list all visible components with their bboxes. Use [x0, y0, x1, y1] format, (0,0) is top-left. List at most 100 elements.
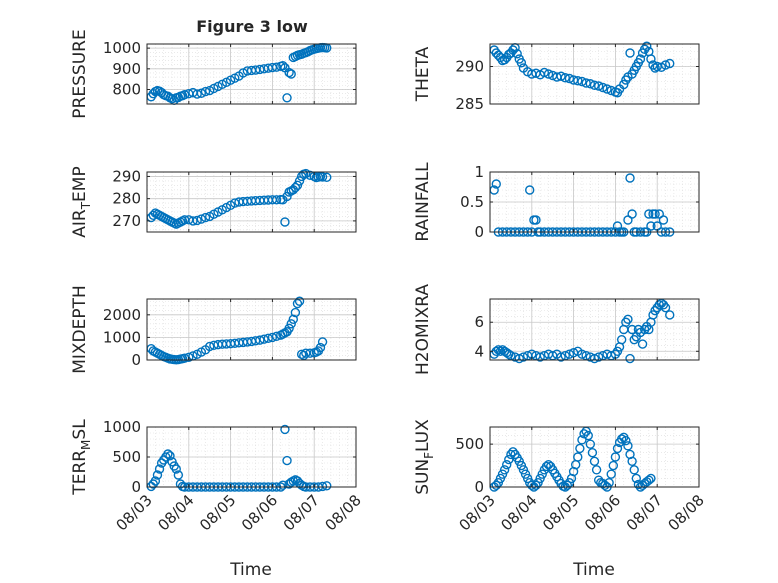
data-point-0: [196, 88, 207, 98]
data-point-4: [284, 323, 294, 334]
y-tick-label-1: 290: [455, 58, 484, 76]
y-tick-label-2: 270: [112, 212, 141, 230]
axes-box-5: [489, 298, 700, 361]
data-point-4: [184, 352, 194, 362]
data-point-2: [292, 180, 303, 191]
data-point-5: [623, 314, 633, 325]
y-tick-label-7: 500: [455, 435, 484, 453]
y-tick-label-3: 0.5: [460, 193, 484, 211]
data-point-7: [583, 430, 593, 441]
data-point-1: [539, 67, 550, 78]
data-point-7: [629, 465, 639, 475]
data-point-0: [167, 94, 177, 104]
y-axis-label-5: H2OMIXRA: [413, 284, 433, 375]
data-point-1: [619, 79, 629, 90]
data-point-5: [616, 334, 627, 345]
data-point-7: [612, 443, 623, 454]
data-point-6: [282, 455, 292, 466]
plot-area-4: [147, 299, 356, 360]
y-tick-label-6: 500: [112, 448, 141, 466]
data-point-0: [192, 89, 202, 99]
data-point-6: [152, 470, 163, 480]
y-axis-label-7: SUNFLUX: [413, 419, 436, 495]
subplot-0: 800 900 1000 PRESSURE: [70, 29, 357, 119]
data-point-5: [518, 352, 529, 362]
data-point-4: [263, 333, 273, 344]
data-point-5: [625, 353, 635, 364]
data-point-2: [290, 182, 301, 193]
data-point-5: [660, 303, 671, 313]
data-point-7: [527, 480, 537, 490]
y-tick-label-3: 1: [474, 163, 484, 181]
data-point-2: [196, 214, 207, 224]
y-tick-label-0: 900: [112, 60, 141, 78]
data-point-7: [499, 465, 510, 475]
subplot-3: 0 0.5 1 RAINFALL: [413, 162, 700, 242]
y-axis-label-sub-2: T: [79, 201, 93, 210]
data-point-7: [608, 460, 619, 471]
data-point-6: [322, 481, 332, 491]
data-point-3: [525, 185, 535, 195]
subplot-4: 0 1000 2000 MIXDEPTH: [70, 285, 357, 374]
data-point-6: [154, 464, 165, 474]
data-point-6: [278, 480, 288, 490]
data-point-7: [606, 469, 616, 479]
data-point-4: [286, 319, 296, 329]
data-point-5: [612, 346, 623, 356]
data-point-5: [556, 352, 566, 362]
data-point-4: [294, 296, 305, 306]
data-point-1: [598, 82, 608, 93]
data-point-7: [610, 452, 621, 462]
data-point-5: [665, 310, 675, 320]
data-point-1: [543, 69, 554, 79]
data-point-7: [575, 443, 585, 454]
data-point-4: [292, 298, 303, 309]
data-point-7: [623, 441, 633, 451]
x-axis-label-left: Time: [229, 560, 272, 580]
data-point-2: [322, 172, 332, 183]
data-point-4: [305, 348, 315, 358]
y-axis-label-6: TERRMSL: [70, 419, 93, 496]
data-point-1: [573, 76, 583, 86]
data-point-4: [317, 337, 328, 347]
data-point-2: [192, 215, 202, 226]
data-point-0: [282, 93, 292, 103]
subplot-1: 285 290 THETA: [413, 41, 700, 113]
data-point-4: [288, 314, 298, 325]
data-point-0: [284, 67, 294, 78]
data-point-1: [646, 54, 656, 64]
y-tick-label-0: 1000: [103, 39, 141, 57]
data-point-7: [587, 448, 598, 458]
data-point-2: [317, 172, 328, 182]
data-point-5: [535, 352, 545, 362]
data-point-3: [625, 173, 635, 183]
data-point-5: [564, 349, 575, 359]
y-tick-label-5: 6: [474, 313, 484, 331]
data-point-6: [165, 451, 175, 461]
x-axis-label-right: Time: [572, 560, 615, 580]
y-axis-label-main-2: AIR: [70, 209, 90, 238]
data-point-5: [495, 346, 506, 356]
data-point-7: [644, 475, 654, 485]
data-point-1: [585, 79, 596, 89]
data-point-7: [562, 480, 573, 490]
data-point-3: [491, 179, 501, 189]
y-axis-label-main-7: SUN: [413, 459, 433, 495]
data-point-7: [591, 465, 602, 475]
data-point-1: [589, 80, 600, 90]
data-point-3: [644, 209, 654, 219]
data-point-6: [173, 470, 184, 480]
data-point-7: [631, 473, 641, 484]
axes-box-0: [146, 43, 357, 105]
axes-box-4: [146, 298, 357, 361]
data-point-6: [150, 476, 161, 486]
data-point-0: [179, 89, 190, 100]
y-tick-label-4: 2000: [103, 306, 141, 324]
data-point-1: [642, 41, 652, 51]
y-axis-label-3: RAINFALL: [413, 162, 433, 242]
y-tick-label-4: 1000: [103, 328, 141, 346]
y-tick-label-1: 285: [455, 95, 484, 113]
plot-area-5: [490, 299, 699, 360]
data-point-7: [646, 473, 656, 484]
data-point-0: [278, 61, 288, 71]
